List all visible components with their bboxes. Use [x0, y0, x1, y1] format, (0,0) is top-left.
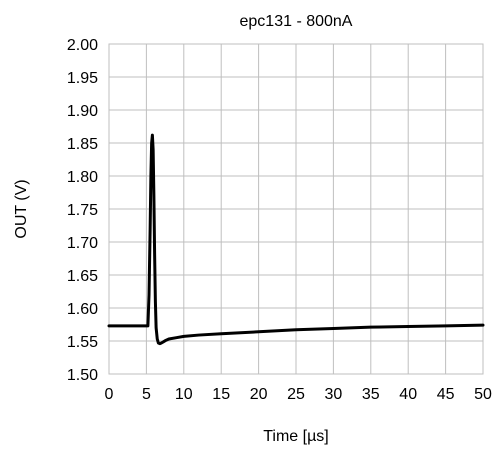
grid — [108, 43, 484, 375]
x-tick-label: 45 — [437, 386, 455, 403]
x-tick-label: 15 — [212, 386, 230, 403]
plot-area-border — [108, 43, 484, 375]
x-tick-label: 40 — [399, 386, 417, 403]
y-tick-label: 1.55 — [67, 334, 98, 351]
x-tick-label: 10 — [175, 386, 193, 403]
chart-title: epc131 - 800nA — [240, 13, 353, 30]
y-tick-label: 1.50 — [67, 367, 98, 384]
y-tick-label: 1.90 — [67, 103, 98, 120]
x-tick-label: 20 — [250, 386, 268, 403]
x-tick-label: 35 — [362, 386, 380, 403]
y-axis-label: OUT (V) — [13, 179, 30, 238]
y-tick-label: 1.80 — [67, 169, 98, 186]
x-axis-label: Time [µs] — [263, 428, 329, 445]
y-tick-label: 1.65 — [67, 268, 98, 285]
x-tick-label: 0 — [105, 386, 114, 403]
y-tick-label: 1.70 — [67, 235, 98, 252]
y-tick-label: 2.00 — [67, 37, 98, 54]
x-tick-label: 30 — [325, 386, 343, 403]
y-tick-label: 1.95 — [67, 70, 98, 87]
series-line — [107, 133, 485, 346]
x-tick-label: 25 — [287, 386, 305, 403]
y-tick-label: 1.85 — [67, 136, 98, 153]
x-tick-label: 50 — [474, 386, 492, 403]
tick-labels: 0 5 10 15 20 25 30 35 40 45 50 1.50 1.55 1.60 1.65 1.70… — [67, 37, 492, 403]
series-layer — [107, 133, 485, 346]
x-tick-label: 5 — [142, 386, 151, 403]
y-tick-label: 1.60 — [67, 301, 98, 318]
y-tick-label: 1.75 — [67, 202, 98, 219]
